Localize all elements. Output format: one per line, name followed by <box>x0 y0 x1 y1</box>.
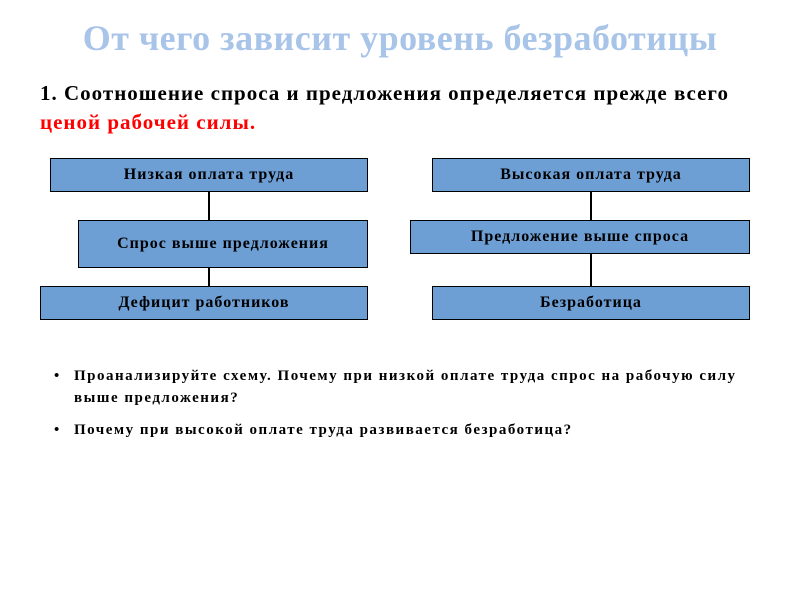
box-left-top: Низкая оплата труда <box>50 158 368 192</box>
intro-prefix: 1. Соотношение спроса и предложения опре… <box>40 81 729 105</box>
flow-diagram: Низкая оплата труда Спрос выше предложен… <box>40 158 760 338</box>
connector <box>208 268 210 286</box>
bullet-item: Почему при высокой оплате труда развивае… <box>48 420 760 442</box>
box-right-bottom: Безработица <box>432 286 750 320</box>
bullet-item: Проанализируйте схему. Почему при низкой… <box>48 366 760 410</box>
intro-highlight: ценой рабочей силы. <box>40 110 256 134</box>
box-left-bottom: Дефицит работников <box>40 286 368 320</box>
box-right-top: Высокая оплата труда <box>432 158 750 192</box>
box-left-mid: Спрос выше предложения <box>78 220 368 268</box>
page-title: От чего зависит уровень безработицы <box>40 18 760 59</box>
box-right-mid: Предложение выше спроса <box>410 220 750 254</box>
connector <box>590 254 592 286</box>
intro-text: 1. Соотношение спроса и предложения опре… <box>40 79 760 136</box>
connector <box>208 192 210 220</box>
connector <box>590 192 592 220</box>
bullet-list: Проанализируйте схему. Почему при низкой… <box>40 366 760 441</box>
